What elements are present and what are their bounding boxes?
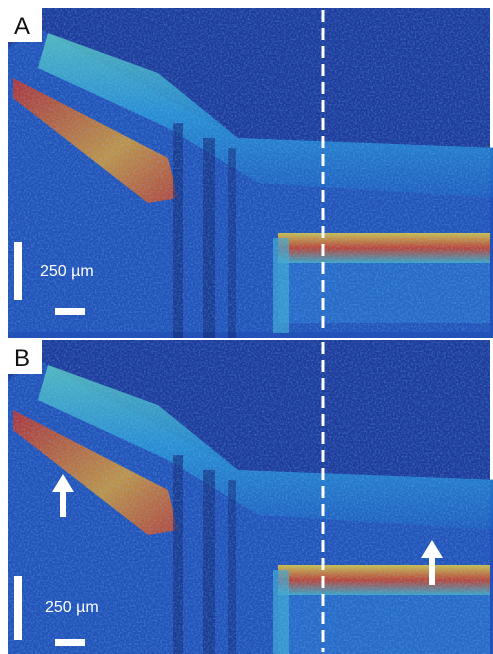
- scale-label: 250 µm: [45, 599, 99, 616]
- scale-bar: [14, 576, 22, 640]
- panel-label: A: [14, 13, 30, 40]
- oct-image: [8, 8, 493, 338]
- scale-bar: [14, 242, 22, 300]
- figure: A 250 µm B 250 µm: [0, 0, 493, 654]
- scale-label: 250 µm: [40, 263, 94, 280]
- panel-a: A 250 µm: [8, 8, 493, 338]
- panel-label: B: [14, 345, 30, 372]
- panel-b: B 250 µm: [8, 340, 493, 654]
- scale-bar: [55, 308, 85, 315]
- scale-bar: [55, 639, 85, 646]
